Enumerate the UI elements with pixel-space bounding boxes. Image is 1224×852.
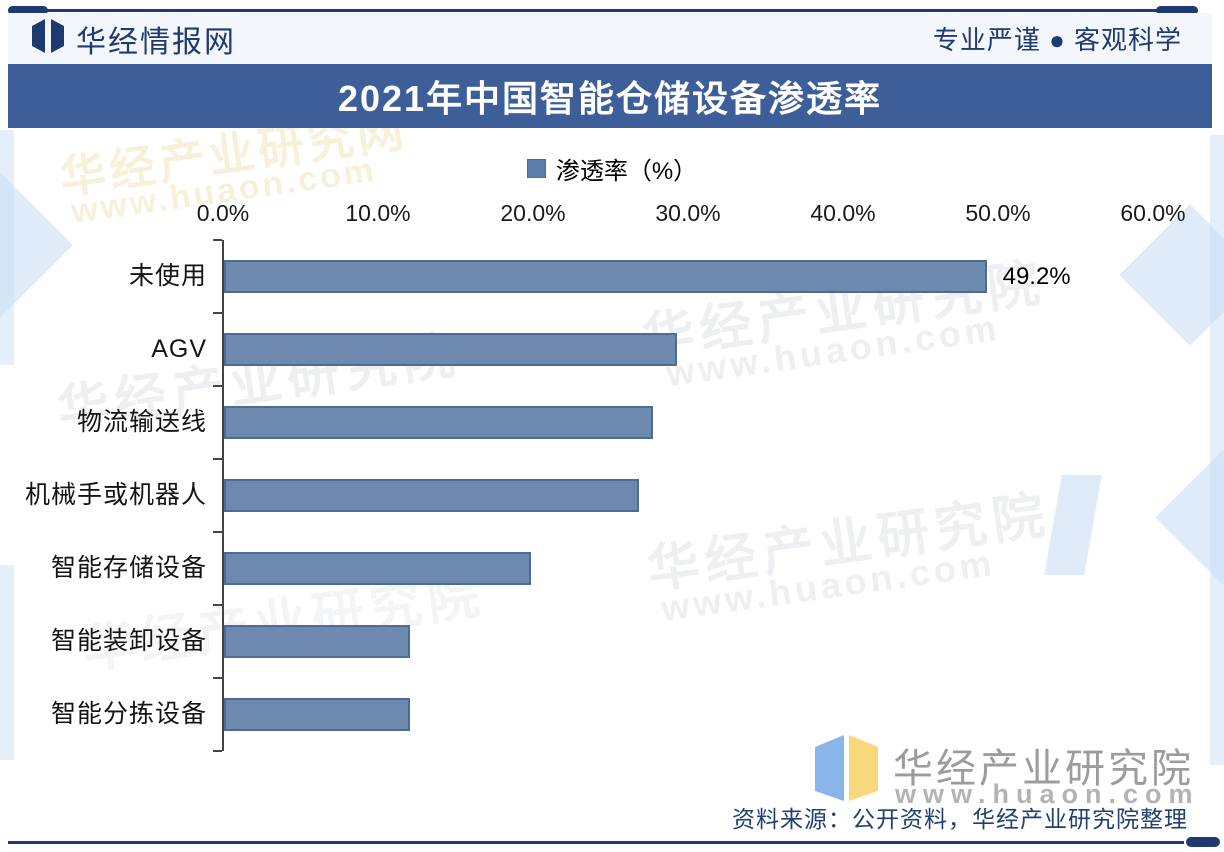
x-tick-label: 50.0% xyxy=(965,200,1031,226)
category-label: 未使用 xyxy=(128,261,207,290)
site-name: 华经情报网 xyxy=(76,25,236,59)
chart-row: 智能存储设备 xyxy=(0,532,1224,605)
brand: 华经情报网 xyxy=(30,17,236,61)
header: 华经情报网 专业严谨 ● 客观科学 xyxy=(8,13,1212,64)
huaon-book-logo-icon xyxy=(812,733,882,810)
footer-brand: 华经产业研究院 xyxy=(893,747,1194,791)
category-label: 机械手或机器人 xyxy=(24,480,207,509)
bar xyxy=(224,552,531,585)
top-divider-cap-left xyxy=(8,6,48,15)
chart-row: 未使用 49.2% xyxy=(0,240,1224,313)
x-axis: 0.0% 10.0% 20.0% 30.0% 40.0% 50.0% 60.0% xyxy=(0,200,1224,232)
top-divider-line xyxy=(30,9,1190,12)
bottom-divider-line xyxy=(8,841,1184,844)
y-axis-tick xyxy=(213,750,222,752)
footer-url: www.huaon.com xyxy=(895,779,1200,809)
y-axis-tick xyxy=(213,239,222,241)
category-label: 智能存储设备 xyxy=(50,553,207,582)
title-bar: 2021年中国智能仓储设备渗透率 xyxy=(8,64,1212,128)
huajing-book-logo-icon xyxy=(30,18,66,59)
bar xyxy=(224,625,410,658)
bar xyxy=(224,333,677,366)
x-tick-label: 20.0% xyxy=(500,200,566,226)
chart-row: AGV xyxy=(0,313,1224,386)
y-axis-tick xyxy=(213,677,222,679)
x-tick-label: 0.0% xyxy=(196,200,250,226)
category-label: 智能装卸设备 xyxy=(50,626,207,655)
chart-row: 智能装卸设备 xyxy=(0,605,1224,678)
chart-title: 2021年中国智能仓储设备渗透率 xyxy=(337,78,883,119)
plot-area: 未使用 49.2% AGV 物流输送线机械手或机器人智能存储设备 智能装卸设备 智能分拣设… xyxy=(0,239,1224,752)
category-label: 物流输送线 xyxy=(76,407,207,436)
y-axis-tick xyxy=(213,604,222,606)
chart-row: 物流输送线 xyxy=(0,386,1224,459)
bar xyxy=(224,698,410,731)
watermark-left-strip-lower xyxy=(0,565,14,760)
y-axis-tick xyxy=(213,458,222,460)
category-label: AGV xyxy=(151,334,207,363)
bar xyxy=(224,479,639,512)
category-label: 智能分拣设备 xyxy=(50,699,207,728)
legend: 渗透率（%） xyxy=(0,148,1224,188)
bar xyxy=(224,260,987,293)
chart-row: 机械手或机器人 xyxy=(0,459,1224,532)
source-note: 资料来源：公开资料，华经产业研究院整理 xyxy=(732,806,1188,832)
x-tick-label: 10.0% xyxy=(345,200,411,226)
header-slogan: 专业严谨 ● 客观科学 xyxy=(932,25,1182,55)
x-tick-label: 30.0% xyxy=(655,200,721,226)
bar xyxy=(224,406,653,439)
y-axis-tick xyxy=(213,531,222,533)
y-axis-line xyxy=(222,240,224,751)
y-axis-tick xyxy=(213,385,222,387)
legend-swatch-icon xyxy=(526,158,546,178)
y-axis-tick xyxy=(213,312,222,314)
x-tick-label: 40.0% xyxy=(810,200,876,226)
bottom-divider-cap-right xyxy=(1186,837,1220,847)
x-tick-label: 60.0% xyxy=(1120,200,1186,226)
legend-label: 渗透率（%） xyxy=(555,157,698,185)
bar-value-label: 49.2% xyxy=(1002,262,1071,290)
top-divider-cap-right xyxy=(1156,6,1198,15)
chart-row: 智能分拣设备 xyxy=(0,678,1224,751)
